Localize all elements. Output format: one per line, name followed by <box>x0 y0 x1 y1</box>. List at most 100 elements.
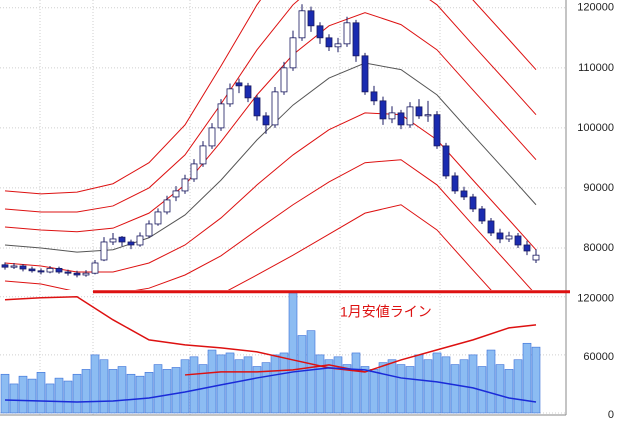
volume-bar <box>126 373 136 414</box>
volume-bar <box>72 373 82 414</box>
candle-body <box>523 244 531 252</box>
volume-line <box>4 367 537 403</box>
volume-bar <box>468 354 478 414</box>
candle-body <box>532 254 540 261</box>
volume-bar <box>270 354 280 414</box>
volume-bar <box>36 372 46 414</box>
volume-bar <box>279 352 289 414</box>
volume-bar <box>180 359 190 414</box>
band-line <box>4 12 537 233</box>
candle-body <box>361 55 369 93</box>
candle-body <box>505 235 513 240</box>
candle-body <box>442 145 450 177</box>
y-tick-label: 90000 <box>583 182 614 194</box>
volume-bar <box>99 359 109 414</box>
volume-bar <box>252 366 262 414</box>
candle-body <box>451 175 459 192</box>
volume-bar <box>531 346 541 414</box>
candle-body <box>181 178 189 192</box>
candle-body <box>127 241 135 246</box>
y2-tick-label: 120000 <box>577 293 614 305</box>
y2-tick-label: 0 <box>608 409 614 421</box>
annotation-text: 1月安値ライン <box>340 304 432 320</box>
candle-body <box>262 115 270 126</box>
band-line <box>4 0 537 213</box>
candle-body <box>208 127 216 147</box>
volume-bar <box>45 383 55 414</box>
candle-body <box>307 10 315 27</box>
volume-bar <box>369 369 379 414</box>
volume-bar <box>486 349 496 414</box>
candle-body <box>118 236 126 243</box>
candle-body <box>73 272 81 276</box>
candle-body <box>154 211 162 225</box>
price-panel <box>1 0 540 290</box>
volume-bar <box>81 369 91 414</box>
volume-bar <box>414 354 424 414</box>
candle-body <box>217 103 225 129</box>
candle-body <box>226 88 234 105</box>
candle-body <box>397 112 405 126</box>
volume-bar <box>18 375 28 414</box>
volume-bar <box>495 364 505 414</box>
candle-body <box>235 82 243 87</box>
y-tick-label: 110000 <box>578 62 614 74</box>
volume-bar <box>189 356 199 414</box>
y2-tick-label: 60000 <box>583 351 614 363</box>
band-line <box>227 204 492 290</box>
volume-bar <box>441 356 451 414</box>
candle-body <box>46 267 54 273</box>
candle-body <box>136 235 144 246</box>
candle-body <box>325 37 333 48</box>
candle-body <box>253 97 261 117</box>
candle-body <box>514 235 522 246</box>
candle-body <box>388 112 396 120</box>
candle-body <box>28 268 36 272</box>
volume-bar <box>396 364 406 414</box>
volume-bar <box>405 366 415 414</box>
candle-body <box>190 163 198 180</box>
volume-bar <box>423 359 433 414</box>
candle-body <box>433 114 441 147</box>
candle-body <box>100 241 108 261</box>
volume-bar <box>162 369 172 414</box>
volume-bar <box>306 330 316 414</box>
candle-body <box>415 106 423 117</box>
candle-body <box>145 223 153 237</box>
volume-bar <box>135 375 145 414</box>
volume-line <box>4 296 537 373</box>
candle-body <box>109 238 117 243</box>
volume-bar <box>207 349 217 414</box>
candle-body <box>280 67 288 93</box>
candle-body <box>406 106 414 126</box>
volume-bar <box>288 292 298 414</box>
candle-body <box>298 10 306 39</box>
candle-body <box>316 25 324 39</box>
candle-body <box>334 43 342 48</box>
candle-body <box>244 85 252 99</box>
volume-bar <box>387 359 397 414</box>
candle-body <box>460 190 468 198</box>
band-line <box>4 0 537 195</box>
volume-bar <box>378 362 388 414</box>
candle-body <box>343 22 351 45</box>
volume-bar <box>144 372 154 414</box>
volume-line <box>184 364 366 376</box>
volume-bar <box>9 383 19 414</box>
y-tick-label: 80000 <box>583 242 614 254</box>
volume-bar <box>117 366 127 414</box>
volume-bar <box>90 354 100 414</box>
y-tick-label: 100000 <box>577 122 614 134</box>
candle-body <box>469 196 477 210</box>
volume-bar <box>522 342 532 414</box>
volume-bar <box>504 369 514 414</box>
candle-body <box>1 264 9 268</box>
volume-bar <box>243 356 253 414</box>
candle-body <box>55 267 63 273</box>
volume-bar <box>351 352 361 414</box>
candle-body <box>370 91 378 102</box>
y-tick-label: 120000 <box>577 2 614 14</box>
candle-body <box>82 272 90 276</box>
volume-bar <box>63 380 73 414</box>
